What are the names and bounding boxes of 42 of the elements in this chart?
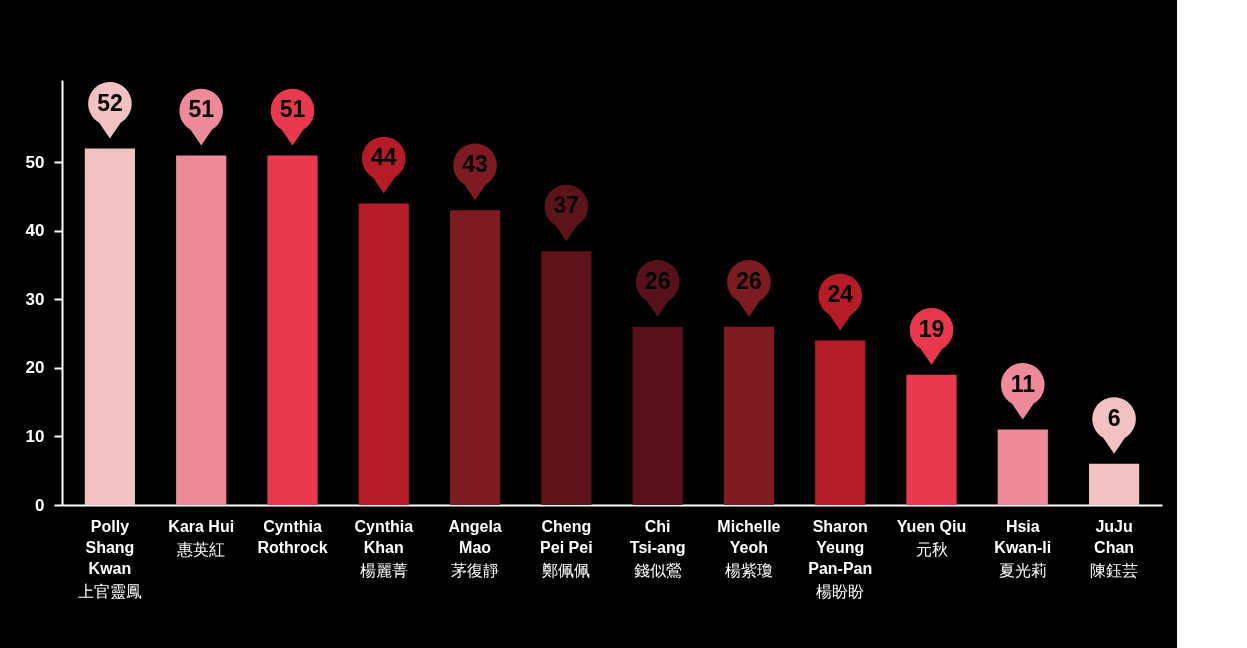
y-tick-label: 20 — [25, 358, 45, 378]
data-label: 26 — [736, 267, 762, 294]
y-tick-label: 30 — [25, 289, 45, 309]
data-label: 37 — [553, 192, 580, 219]
data-label: 44 — [370, 144, 397, 171]
data-label: 26 — [644, 267, 671, 294]
data-label: 11 — [1010, 370, 1036, 397]
bar — [176, 155, 227, 505]
bar — [906, 374, 957, 505]
category-label: Yuen Qiu 元秋 — [896, 518, 967, 558]
category-label: Cynthia Khan 楊麗菁 — [354, 518, 414, 579]
category-label: Sharon Yeung Pan-Pan 楊盼盼 — [808, 518, 873, 600]
bar — [267, 155, 318, 505]
x-tick-label: Cynthia Rothrock — [257, 518, 328, 556]
category-label: Cheng Pei Pei 鄭佩佩 — [540, 518, 593, 579]
data-label: 51 — [188, 96, 215, 123]
bar — [1088, 463, 1140, 505]
category-label: Hsia Kwan-li 夏光莉 — [994, 518, 1052, 579]
data-label: 24 — [827, 281, 854, 308]
category-label: Chi Tsi-ang 錢似鶯 — [629, 518, 686, 579]
bar — [723, 326, 775, 505]
bar — [997, 429, 1048, 505]
y-tick-label: 0 — [35, 495, 45, 515]
bar — [632, 326, 683, 505]
bar — [84, 148, 136, 505]
bar — [815, 340, 866, 505]
data-label: 51 — [279, 96, 306, 123]
y-tick-label: 50 — [25, 152, 45, 172]
category-label: JuJu Chan 陳鈺芸 — [1090, 518, 1139, 579]
data-label: 52 — [97, 89, 123, 116]
y-tick-label: 10 — [25, 426, 45, 446]
category-label: Polly Shang Kwan 上官靈鳳 — [77, 518, 142, 600]
bar — [358, 203, 409, 505]
bar — [449, 210, 501, 505]
data-label: 19 — [918, 315, 945, 342]
category-label: Kara Hui 惠英紅 — [168, 518, 235, 558]
data-label: 6 — [1107, 404, 1121, 431]
bar — [541, 251, 592, 505]
category-label: Angela Mao 茅復靜 — [448, 518, 502, 579]
data-label: 43 — [462, 151, 488, 178]
category-label: Michelle Yeoh 楊紫瓊 — [717, 518, 781, 579]
y-tick-label: 40 — [25, 221, 45, 241]
